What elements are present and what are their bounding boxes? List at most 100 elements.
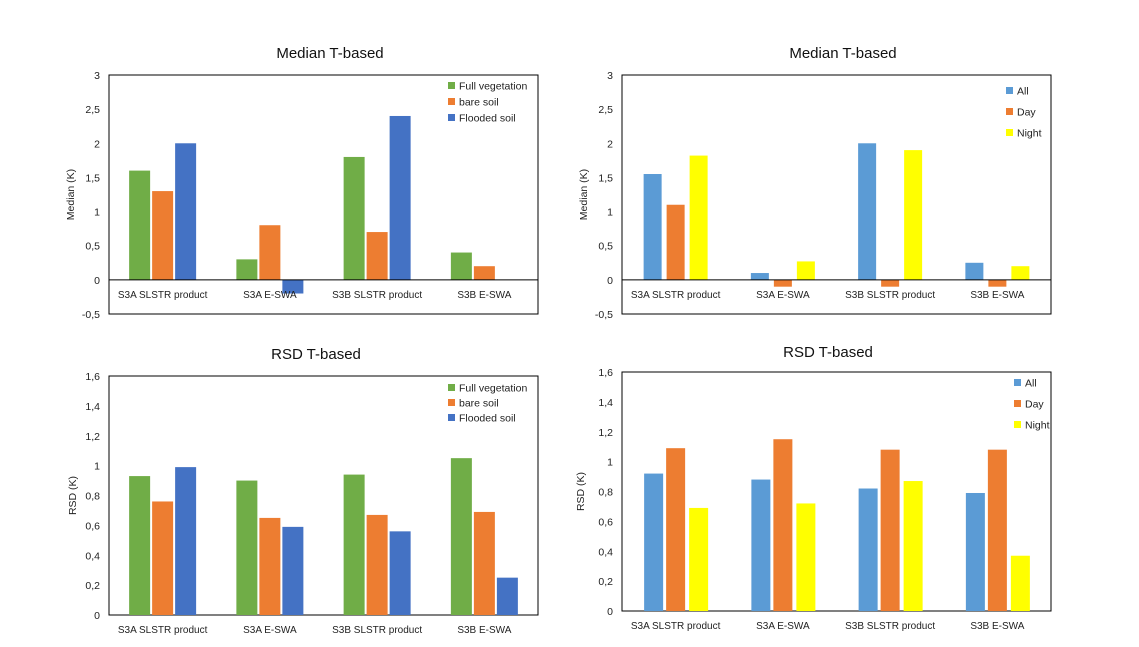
x-category-label: S3A E-SWA [243,290,297,301]
y-tick-label: 2,5 [85,104,100,116]
y-tick-label: 0,6 [85,520,100,532]
y-tick-label: 2 [607,138,613,150]
y-tick-label: 1 [607,207,613,219]
y-axis-label: Median (K) [578,169,590,220]
y-tick-label: 0 [94,275,100,287]
bar-night-s3b-slstr-product [903,481,923,611]
bar-flooded-soil-s3b-e-swa [496,577,518,615]
bar-full-vegetation-s3b-slstr-product [343,474,365,615]
bar-full-vegetation-s3a-e-swa [236,480,258,615]
x-category-label: S3B SLSTR product [332,290,422,301]
y-tick-label: 1,4 [85,401,100,413]
bar-day-s3a-e-swa [773,279,792,287]
chart-panel-3: RSD T-based 0 0,2 0,4 0,6 0,8 1 1,2 1,4 1,6 RSD (K… [67,346,539,636]
y-axis-label: RSD (K) [575,472,587,511]
legend-label-all: All [1025,378,1037,390]
bar-all-s3a-e-swa [750,273,769,280]
legend-label-flooded-soil: Flooded soil [459,413,516,425]
y-axis-label: RSD (K) [67,476,79,515]
y-tick-label: 1,2 [85,431,100,443]
x-category-label: S3A SLSTR product [631,290,721,301]
bar-night-s3b-e-swa [1010,555,1030,611]
legend-label-bare-soil: bare soil [459,398,499,410]
y-tick-label: 1 [607,457,613,469]
legend-label-flooded-soil: Flooded soil [459,113,516,125]
plot-area-border [621,371,1052,612]
bar-bare-soil-s3b-slstr-product [366,232,388,280]
bar-full-vegetation-s3b-e-swa [450,458,472,615]
bar-day-s3a-slstr-product [666,448,686,611]
y-tick-label: -0,5 [595,309,613,321]
bar-all-s3b-e-swa [965,492,985,611]
y-tick-label: 2,5 [598,104,613,116]
y-tick-label: 0,5 [85,241,100,253]
legend-swatch-day [1014,400,1021,407]
legend-swatch-flooded-soil [448,114,455,121]
bar-full-vegetation-s3a-e-swa [236,259,258,280]
legend-label-all: All [1017,86,1029,98]
bar-all-s3a-slstr-product [644,473,664,611]
legend-label-full-vegetation: Full vegetation [459,81,527,93]
bar-flooded-soil-s3a-slstr-product [175,467,197,615]
y-tick-label: 3 [607,70,613,82]
bar-night-s3a-slstr-product [689,155,708,280]
bar-flooded-soil-s3b-slstr-product [389,531,411,615]
chart-panel-4: RSD T-based 0 0,2 0,4 0,6 0,8 1 1,2 1,4 1,6 RSD (K… [575,344,1052,632]
legend-label-night: Night [1025,420,1050,432]
legend-label-bare-soil: bare soil [459,97,499,109]
y-tick-label: 3 [94,70,100,82]
bar-bare-soil-s3a-slstr-product [152,191,174,280]
bar-bare-soil-s3b-e-swa [473,266,495,280]
legend-label-full-vegetation: Full vegetation [459,383,527,395]
legend-swatch-flooded-soil [448,414,455,421]
bar-all-s3b-slstr-product [858,488,878,611]
legend-swatch-day [1006,108,1013,115]
y-tick-label: 1,5 [85,172,100,184]
x-category-label: S3A E-SWA [756,290,810,301]
bar-night-s3a-e-swa [796,261,815,280]
y-tick-label: 0 [94,610,100,622]
plot-area-border [621,74,1052,315]
bar-day-s3b-e-swa [987,449,1007,611]
bar-night-s3a-slstr-product [689,507,709,611]
legend-swatch-bare-soil [448,98,455,105]
x-category-label: S3B E-SWA [970,290,1024,301]
bar-day-s3b-e-swa [988,279,1007,287]
x-category-label: S3B E-SWA [457,625,511,636]
x-category-label: S3B E-SWA [970,621,1024,632]
y-tick-label: 0,8 [85,491,100,503]
x-category-label: S3A SLSTR product [631,621,721,632]
bar-full-vegetation-s3b-e-swa [450,252,472,280]
bar-bare-soil-s3a-e-swa [259,225,281,280]
y-tick-label: 0,5 [598,241,613,253]
bar-all-s3a-e-swa [751,479,771,611]
legend-swatch-all [1006,87,1013,94]
bar-day-s3b-slstr-product [880,449,900,611]
y-tick-label: 0,6 [598,516,613,528]
y-axis-label: Median (K) [65,169,77,220]
y-tick-label: 0 [607,606,613,618]
y-tick-label: 1,6 [85,371,100,383]
bar-flooded-soil-s3a-e-swa [282,279,304,294]
chart-title: RSD T-based [271,346,361,363]
y-tick-label: 0,2 [598,576,613,588]
y-tick-label: 2 [94,138,100,150]
bar-day-s3a-slstr-product [666,204,685,280]
x-category-label: S3B SLSTR product [845,290,935,301]
bar-all-s3a-slstr-product [643,174,662,280]
x-category-label: S3A E-SWA [243,625,297,636]
chart-title: Median T-based [276,45,383,62]
chart-panel-1: Median T-based -0,5 0 0,5 1 1,5 2 2,5 3 Median (K… [65,45,539,321]
chart-title: RSD T-based [783,344,873,361]
bar-full-vegetation-s3a-slstr-product [129,170,151,280]
y-tick-label: 0,4 [598,546,613,558]
x-category-label: S3B E-SWA [457,290,511,301]
bar-night-s3b-e-swa [1011,266,1030,280]
bar-bare-soil-s3a-e-swa [259,517,281,615]
bar-night-s3a-e-swa [796,503,816,611]
bar-bare-soil-s3b-slstr-product [366,514,388,615]
y-tick-label: 0 [607,275,613,287]
legend-label-day: Day [1025,399,1044,411]
y-tick-label: 1,4 [598,397,613,409]
